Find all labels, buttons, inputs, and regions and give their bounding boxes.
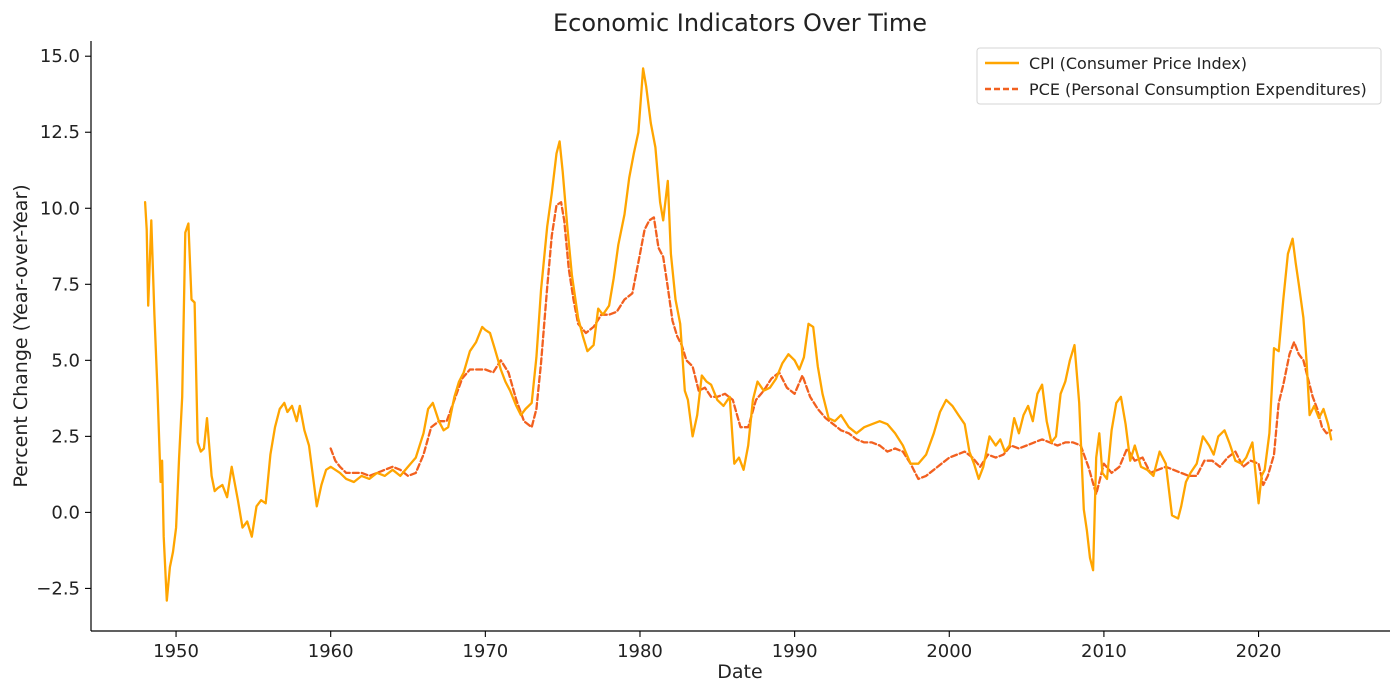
legend: CPI (Consumer Price Index) PCE (Personal… [976, 47, 1382, 105]
chart-title: Economic Indicators Over Time [553, 9, 927, 37]
y-ticks: −2.5 0.0 2.5 5.0 7.5 10.0 12.5 15.0 [36, 46, 91, 599]
x-tick-label: 1970 [462, 641, 508, 662]
y-tick-label: 5.0 [51, 350, 80, 371]
x-tick-label: 1960 [308, 641, 354, 662]
legend-label-cpi: CPI (Consumer Price Index) [1029, 54, 1247, 73]
series-line-pce [329, 201, 1333, 496]
y-tick-label: 15.0 [40, 46, 80, 67]
x-tick-label: 2000 [926, 641, 972, 662]
x-tick-label: 1950 [153, 641, 199, 662]
x-axis-title: Date [717, 661, 762, 683]
series-line-cpi [143, 67, 1333, 602]
y-axis-title: Percent Change (Year-over-Year) [10, 184, 32, 487]
y-tick-label: 2.5 [51, 426, 80, 447]
x-ticks: 1950 1960 1970 1980 1990 2000 2010 2020 [153, 631, 1281, 662]
y-tick-label: 12.5 [40, 122, 80, 143]
x-tick-label: 1990 [772, 641, 818, 662]
y-tick-label: 7.5 [51, 274, 80, 295]
axes [90, 41, 1390, 632]
x-tick-label: 2010 [1081, 641, 1127, 662]
legend-box [976, 47, 1382, 105]
plot-area [143, 67, 1333, 602]
y-tick-label: −2.5 [36, 578, 80, 599]
y-tick-label: 10.0 [40, 198, 80, 219]
y-tick-label: 0.0 [51, 502, 80, 523]
x-tick-label: 1980 [617, 641, 663, 662]
legend-label-pce: PCE (Personal Consumption Expenditures) [1029, 80, 1367, 99]
x-tick-label: 2020 [1236, 641, 1282, 662]
